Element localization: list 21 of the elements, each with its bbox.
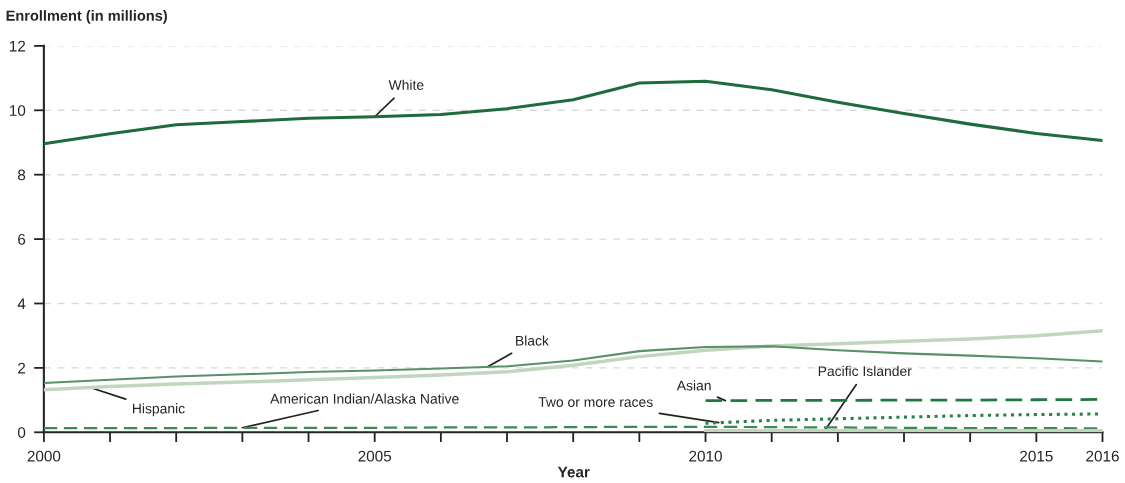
x-tick-label: 2015 (1020, 450, 1053, 462)
y-tick-label: 0 (17, 427, 26, 438)
y-tick-label: 2 (18, 362, 26, 374)
y-tick-label: 10 (9, 105, 26, 116)
y-tick-label: 4 (17, 298, 26, 310)
x-tick-label: 2016 (1086, 450, 1119, 462)
x-tick-label: 2005 (358, 450, 392, 462)
y-tick-label: 8 (17, 169, 26, 181)
y-tick-label: 6 (18, 233, 26, 245)
x-tick-label: 2000 (27, 450, 61, 462)
series-label: Hispanic (133, 403, 185, 417)
x-tick-label: 2010 (689, 450, 722, 462)
text: Pacific Islander (818, 365, 912, 377)
x-axis-title: Year (557, 466, 590, 478)
y-tick-label: 12 (9, 40, 26, 52)
series-label: American Indian/Alaska Native (270, 393, 459, 404)
y-axis-title: Enrollment (in millions) (6, 10, 167, 24)
series-label: White (388, 79, 424, 90)
series-label: Black (516, 335, 549, 346)
series-label: Asian (676, 380, 711, 391)
text: Two or more races (538, 397, 653, 407)
